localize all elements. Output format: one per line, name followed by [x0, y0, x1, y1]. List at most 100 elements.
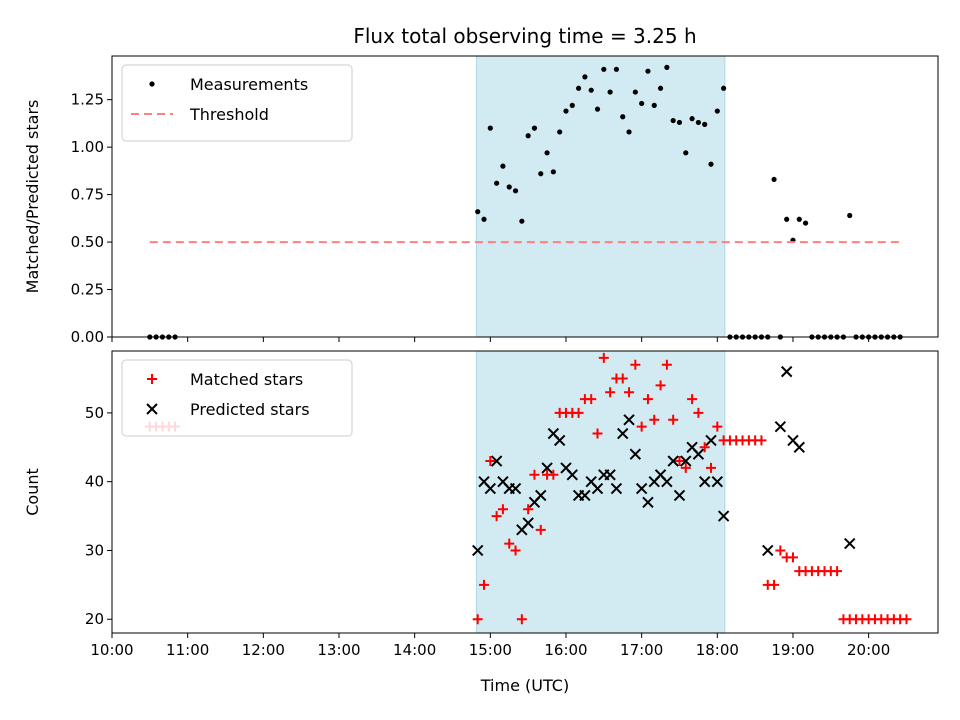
measurement-point [676, 119, 683, 126]
measurement-point [601, 66, 607, 72]
matched-star-point [516, 614, 527, 625]
measurement-point [512, 188, 519, 194]
predicted-star-point [509, 482, 522, 495]
matched-star-point [598, 352, 609, 363]
top-y-tick-label: 1.25 [71, 91, 104, 109]
bottom-legend-swatch [147, 374, 157, 384]
measurement-point [664, 64, 670, 70]
predicted-star-point [635, 482, 648, 495]
predicted-star-point [711, 475, 724, 488]
top-legend-swatch [149, 81, 155, 87]
measurement-point [594, 106, 601, 112]
predicted-star-point [667, 455, 679, 467]
measurement-point [588, 87, 594, 93]
predicted-star-point [661, 475, 673, 488]
measurement-point [519, 218, 525, 224]
x-tick-label: 10:00 [90, 641, 133, 659]
matched-star-point [712, 421, 723, 432]
measurement-point [695, 119, 701, 126]
top-panel: 0.00 0.25 0.50 0.75 1.00 1.25 Matched/Predict… [23, 55, 939, 346]
x-tick-label: 18:00 [696, 641, 739, 659]
matched-star-point [661, 359, 672, 370]
x-tick-label: 17:00 [620, 641, 663, 659]
measurement-point [651, 102, 657, 108]
predicted-star-point [579, 489, 591, 502]
matched-star-point [472, 614, 483, 625]
matched-star-point [548, 469, 559, 480]
bottom-panel-ylabel: Count [23, 468, 42, 516]
measurement-point [500, 163, 506, 169]
x-tick-label: 14:00 [393, 641, 436, 659]
predicted-star-point [793, 441, 805, 454]
matched-star-point [655, 380, 666, 391]
top-legend-label: Threshold [189, 105, 269, 124]
predicted-star-point [617, 427, 629, 440]
measurement-point [481, 216, 487, 222]
measurement-point [538, 171, 544, 177]
measurement-point [645, 68, 651, 74]
matched-star-point [605, 387, 616, 398]
bottom-panel-frame [111, 350, 939, 634]
bottom-y-tick-label: 40 [85, 473, 104, 491]
measurement-point [714, 108, 720, 114]
bottom-legend-label: Matched stars [190, 370, 303, 389]
top-observing-span [476, 56, 725, 337]
measurement-point [575, 85, 582, 91]
predicted-star-point [490, 455, 503, 467]
matched-star-point [787, 552, 798, 563]
matched-star-point [630, 359, 641, 370]
bottom-legend-label: Predicted stars [190, 400, 310, 419]
measurement-point [569, 102, 575, 108]
top-y-tick-label: 0.50 [71, 233, 104, 251]
predicted-star-point [844, 537, 856, 550]
measurement-point [563, 108, 569, 114]
measurement-point [708, 161, 714, 167]
measurement-point [784, 216, 790, 222]
predicted-star-point [705, 434, 717, 447]
measurement-point [475, 209, 481, 215]
matched-star-point [485, 456, 496, 467]
top-legend-label: Measurements [190, 75, 308, 94]
predicted-star-point [780, 365, 793, 378]
bottom-panel: 20 30 40 50 10:00 11:00 12:00 13:00 14:00 15:00 1… [23, 350, 939, 659]
measurement-point [771, 176, 777, 183]
chart-title: Flux total observing time = 3.25 h [353, 24, 696, 48]
matched-star-point [668, 414, 679, 425]
measurement-point [531, 125, 538, 131]
predicted-star-point [604, 469, 616, 481]
matched-star-point [617, 373, 628, 384]
x-tick-label: 12:00 [242, 641, 285, 659]
matched-star-point [687, 394, 698, 405]
x-tick-label: 20:00 [847, 641, 890, 659]
measurement-point [657, 85, 664, 91]
measurement-point [620, 114, 626, 120]
x-tick-label: 11:00 [166, 641, 209, 659]
x-axis-label: Time (UTC) [480, 676, 569, 695]
matched-star-point [699, 442, 710, 453]
matched-star-point [775, 545, 786, 556]
predicted-star-point [717, 510, 730, 522]
matched-star-point [680, 462, 691, 473]
predicted-star-point [472, 544, 484, 557]
measurement-point [550, 169, 556, 175]
measurement-point [689, 116, 695, 122]
measurement-point [632, 89, 638, 95]
bottom-y-tick-label: 20 [85, 610, 104, 628]
predicted-star-point [541, 462, 553, 474]
matched-star-point [479, 579, 490, 590]
matched-star-point [832, 566, 843, 577]
measurement-point [525, 133, 531, 139]
x-tick-label: 13:00 [317, 641, 360, 659]
predicted-star-point [698, 475, 711, 488]
measurement-point [847, 212, 853, 219]
predicted-star-point [591, 482, 604, 495]
matched-star-point [573, 407, 584, 418]
matched-star-point [756, 435, 767, 446]
measurement-point [544, 150, 550, 156]
predicted-star-point [629, 448, 642, 460]
matched-star-point [523, 504, 534, 515]
predicted-star-point [762, 544, 774, 557]
matched-star-point [535, 524, 546, 535]
matched-star-point [636, 421, 647, 432]
